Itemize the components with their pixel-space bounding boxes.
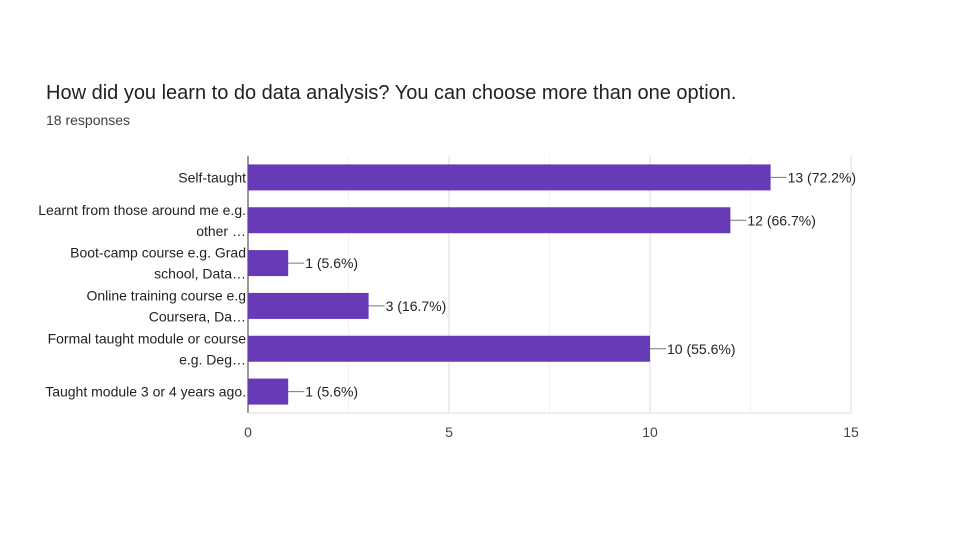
category-label: Formal taught module or course	[48, 330, 247, 346]
x-tick-label: 5	[445, 424, 453, 440]
x-axis-ticks: 0 5 10 15	[244, 424, 859, 440]
bar	[248, 378, 289, 405]
x-tick-label: 10	[642, 424, 658, 440]
category-label: Boot-camp course e.g. Grad	[70, 245, 246, 261]
category-label: school, Data…	[154, 266, 246, 282]
bar	[248, 164, 771, 191]
bar	[248, 207, 731, 234]
category-label: e.g. Deg…	[179, 351, 246, 367]
chart-title: How did you learn to do data analysis? Y…	[46, 82, 737, 104]
data-label: 1 (5.6%)	[305, 384, 358, 400]
x-tick-label: 15	[843, 424, 859, 440]
category-label: Coursera, Da…	[149, 308, 246, 324]
gridlines	[247, 156, 852, 414]
category-label: other …	[196, 223, 246, 239]
category-labels: Self-taught Learnt from those around me e…	[38, 169, 246, 399]
data-label: 3 (16.7%)	[386, 298, 447, 314]
category-label: Learnt from those around me e.g.	[38, 202, 246, 218]
data-label: 12 (66.7%)	[747, 212, 815, 228]
bar	[248, 335, 650, 362]
category-label: Online training course e.g	[86, 287, 246, 303]
data-label: 13 (72.2%)	[788, 169, 856, 185]
data-label: 10 (55.6%)	[667, 341, 735, 357]
category-label: Self-taught	[178, 169, 246, 185]
data-label: 1 (5.6%)	[305, 255, 358, 271]
bar	[248, 250, 289, 277]
bars: 13 (72.2%) 12 (66.7%) 1 (5.6%) 3 (16.7%) 10 …	[248, 164, 856, 405]
category-label: Taught module 3 or 4 years ago.	[45, 384, 246, 400]
x-tick-label: 0	[244, 424, 252, 440]
bar	[248, 292, 369, 319]
response-count: 18 responses	[46, 112, 131, 128]
